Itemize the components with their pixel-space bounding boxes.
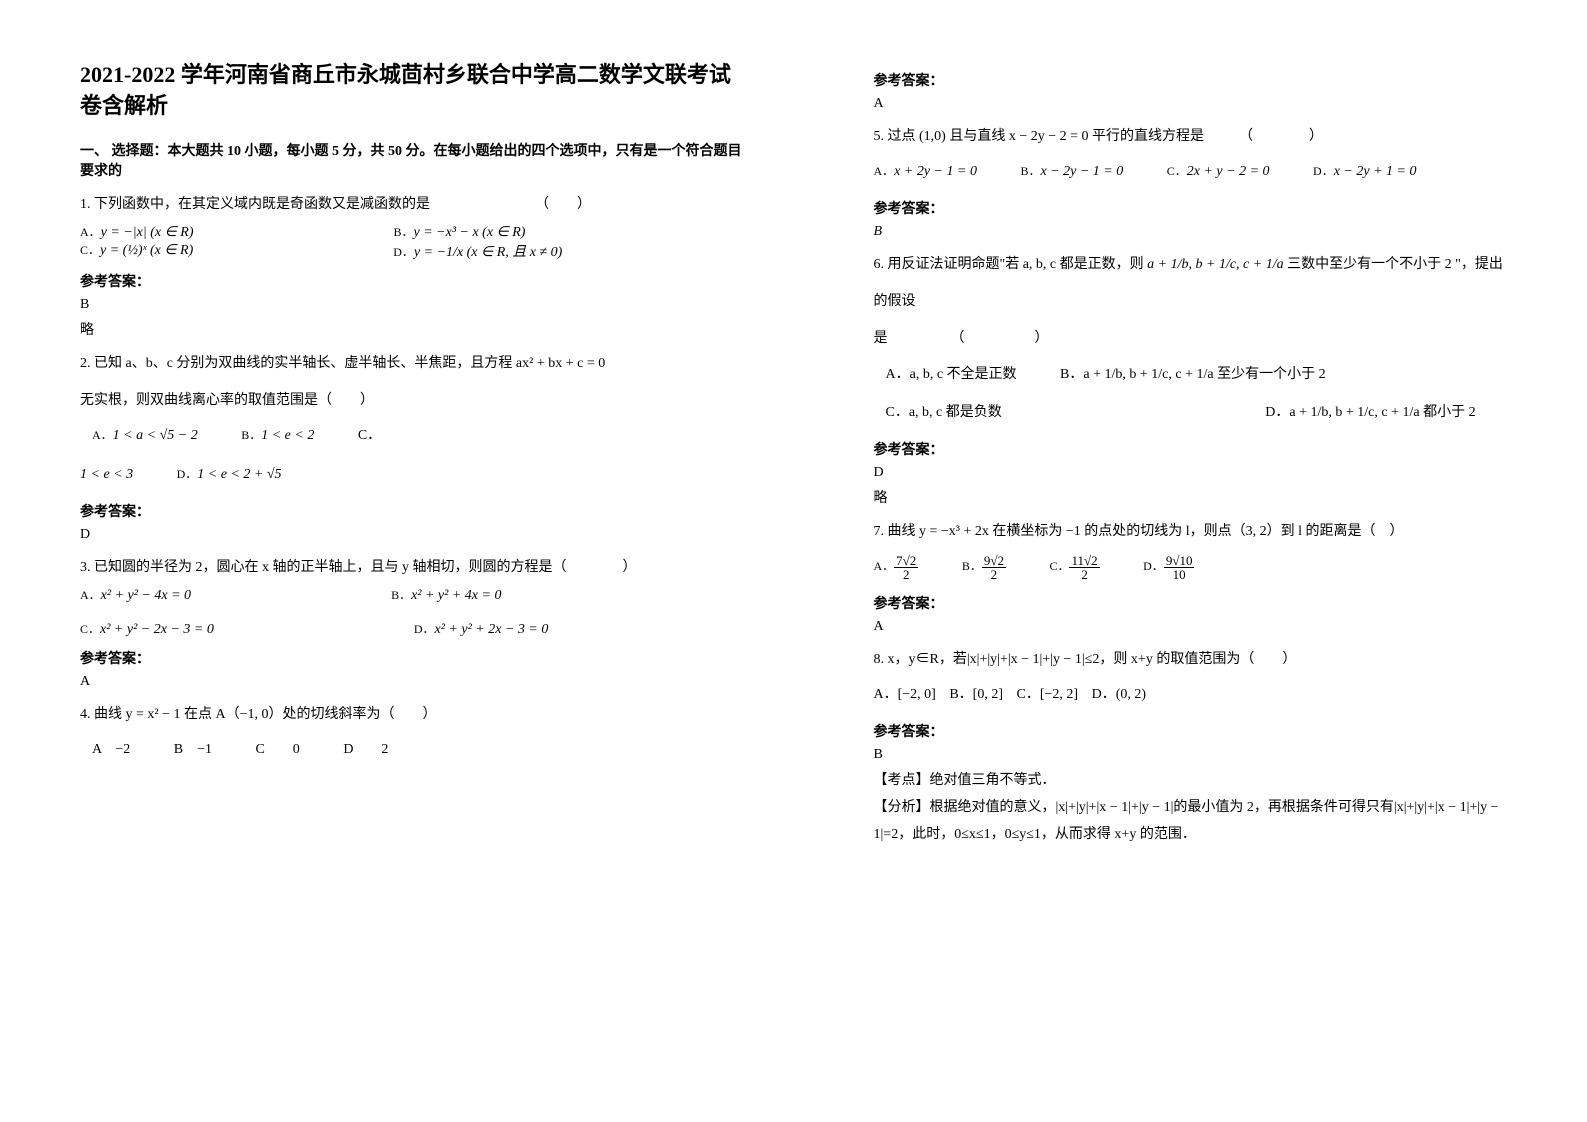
q6-pre: 6. 用反证法证明命题"若 a, b, c 都是正数，则 (874, 257, 1144, 272)
q3-ans-label: 参考答案： (80, 648, 744, 668)
q1-option-b: B．y = −x³ − x (x ∈ R) (393, 223, 525, 241)
q6-text3: 是 （ ） (874, 326, 1538, 351)
q3-d-val: x² + y² + 2x − 3 = 0 (435, 622, 549, 637)
q4-ans: A (874, 96, 1538, 112)
q6-ans: D (874, 465, 1538, 481)
q3-b-val: x² + y² + 4x = 0 (411, 588, 501, 603)
right-column: 参考答案： A 5. 过点 (1,0) 且与直线 x − 2y − 2 = 0 … (794, 0, 1587, 1122)
q8-ans-label: 参考答案： (874, 721, 1538, 741)
q2-b-val: 1 < e < 2 (261, 428, 314, 443)
q3-option-d: D．x² + y² + 2x − 3 = 0 (414, 620, 549, 638)
q3-text: 3. 已知圆的半径为 2，圆心在 x 轴的正半轴上，且与 y 轴相切，则圆的方程… (80, 555, 744, 580)
q7-options: A．7√22 B．9√22 C．11√22 D．9√1010 (874, 552, 1538, 583)
q1-option-c: C．y = (½)ˣ (x ∈ R) (80, 241, 193, 261)
q1-option-d: D．y = −1/x (x ∈ R, 且 x ≠ 0) (393, 241, 562, 261)
q2-text2: 无实根，则双曲线离心率的取值范围是（ ） (80, 388, 744, 413)
q2-ans-label: 参考答案： (80, 501, 744, 521)
q5-option-d: D．x − 2y + 1 = 0 (1313, 157, 1416, 188)
q6-option-d: D．a + 1/b, b + 1/c, c + 1/a 都小于 2 (1265, 398, 1475, 429)
q8-text: 8. x，y∈R，若|x|+|y|+|x − 1|+|y − 1|≤2，则 x+… (874, 647, 1538, 672)
q8-kd: 【考点】绝对值三角不等式． (874, 769, 1538, 789)
q1-text: 1. 下列函数中，在其定义域内既是奇函数又是减函数的是 （ ） (80, 192, 744, 217)
q7-text: 7. 曲线 y = −x³ + 2x 在横坐标为 −1 的点处的切线为 l，则点… (874, 519, 1538, 544)
q6-option-a: A．a, b, c 不全是正数 (886, 360, 1017, 391)
q8-fx: 【分析】根据绝对值的意义，|x|+|y|+|x − 1|+|y − 1|的最小值… (874, 795, 1538, 848)
q2-option-d: D．1 < e < 2 + √5 (177, 460, 282, 491)
q7-ans: A (874, 619, 1538, 635)
q2-options-2: 1 < e < 3 D．1 < e < 2 + √5 (80, 460, 744, 491)
q2-d-val: 1 < e < 2 + √5 (197, 467, 281, 482)
q4-option-b: B −1 (174, 735, 212, 766)
q7-ans-label: 参考答案： (874, 593, 1538, 613)
q2-text: 2. 已知 a、b、c 分别为双曲线的实半轴长、虚半轴长、半焦距，且方程 ax²… (80, 351, 744, 376)
q8-option-a: A．[−2, 0] (874, 680, 936, 711)
q6-ans-label: 参考答案： (874, 439, 1538, 459)
q3-a-val: x² + y² − 4x = 0 (101, 588, 191, 603)
q7-option-c: C．11√22 (1049, 552, 1099, 583)
q4-text: 4. 曲线 y = x² − 1 在点 A（−1, 0）处的切线斜率为（ ） (80, 702, 744, 727)
q2-option-b: B．1 < e < 2 (241, 421, 314, 452)
q6-text: 6. 用反证法证明命题"若 a, b, c 都是正数，则 a + 1/b, b … (874, 252, 1538, 277)
q2-ans: D (80, 527, 744, 543)
section-1-title: 一、 选择题：本大题共 10 小题，每小题 5 分，共 50 分。在每小题给出的… (80, 140, 744, 180)
q1-option-a: A．y = −|x| (x ∈ R) (80, 223, 193, 241)
q5-d-val: x − 2y + 1 = 0 (1334, 164, 1417, 179)
q6-mid: a + 1/b, b + 1/c, c + 1/a (1147, 257, 1283, 272)
q3-option-b: B．x² + y² + 4x = 0 (391, 586, 501, 604)
q3-options-row2: C．x² + y² − 2x − 3 = 0 D．x² + y² + 2x − … (80, 620, 744, 638)
q7-option-d: D．9√1010 (1143, 552, 1194, 583)
q1-d-val: y = −1/x (x ∈ R, 且 x ≠ 0) (414, 245, 562, 260)
q2-option-a: A．1 < a < √5 − 2 (92, 421, 198, 452)
q8-ans: B (874, 747, 1538, 763)
q6-extra: 略 (874, 487, 1538, 507)
q6-options-2: C．a, b, c 都是负数 D．a + 1/b, b + 1/c, c + 1… (874, 398, 1538, 429)
q8-option-b: B．[0, 2] (949, 680, 1003, 711)
q2-a-val: 1 < a < √5 − 2 (113, 428, 198, 443)
q1-b-val: y = −x³ − x (x ∈ R) (414, 225, 526, 240)
q5-option-b: B．x − 2y − 1 = 0 (1020, 157, 1123, 188)
q1-options-row2: C．y = (½)ˣ (x ∈ R) D．y = −1/x (x ∈ R, 且 … (80, 241, 744, 261)
q1-c-val: y = (½)ˣ (x ∈ R) (100, 243, 193, 258)
q7-option-a: A．7√22 (874, 552, 919, 583)
q4-option-c: C 0 (255, 735, 299, 766)
q6-post: 三数中至少有一个不小于 2 "，提出 (1287, 257, 1503, 272)
q3-ans: A (80, 674, 744, 690)
q6-options-1: A．a, b, c 不全是正数 B．a + 1/b, b + 1/c, c + … (874, 360, 1538, 391)
q4-ans-label: 参考答案： (874, 70, 1538, 90)
q5-ans-label: 参考答案： (874, 198, 1538, 218)
q5-ans: B (874, 224, 1538, 240)
q5-c-val: 2x + y − 2 = 0 (1187, 164, 1270, 179)
q2-options: A．1 < a < √5 − 2 B．1 < e < 2 C． (80, 421, 744, 452)
q4-options: A −2 B −1 C 0 D 2 (92, 735, 744, 766)
q1-a-val: y = −|x| (x ∈ R) (101, 225, 194, 240)
q8-option-c: C．[−2, 2] (1017, 680, 1079, 711)
q5-text: 5. 过点 (1,0) 且与直线 x − 2y − 2 = 0 平行的直线方程是… (874, 124, 1538, 149)
q3-options-row1: A．x² + y² − 4x = 0 B．x² + y² + 4x = 0 (80, 586, 744, 604)
q8-options: A．[−2, 0] B．[0, 2] C．[−2, 2] D．(0, 2) (874, 680, 1538, 711)
q8-option-d: D．(0, 2) (1092, 680, 1146, 711)
q3-c-val: x² + y² − 2x − 3 = 0 (100, 622, 214, 637)
q1-ans-label: 参考答案： (80, 271, 744, 291)
q4-option-d: D 2 (343, 735, 388, 766)
document-title: 2021-2022 学年河南省商丘市永城茴村乡联合中学高二数学文联考试卷含解析 (80, 60, 744, 122)
q2-option-c-label: C． (358, 421, 381, 452)
q1-ans: B (80, 297, 744, 313)
q5-option-c: C．2x + y − 2 = 0 (1167, 157, 1270, 188)
q6-text2: 的假设 (874, 289, 1538, 314)
q6-option-b: B．a + 1/b, b + 1/c, c + 1/a 至少有一个小于 2 (1060, 360, 1326, 391)
q6-option-c: C．a, b, c 都是负数 (886, 398, 1002, 429)
q5-a-val: x + 2y − 1 = 0 (894, 164, 977, 179)
q5-b-val: x − 2y − 1 = 0 (1040, 164, 1123, 179)
q5-options: A．x + 2y − 1 = 0 B．x − 2y − 1 = 0 C．2x +… (874, 157, 1538, 188)
q1-options-row1: A．y = −|x| (x ∈ R) B．y = −x³ − x (x ∈ R) (80, 223, 744, 241)
q5-option-a: A．x + 2y − 1 = 0 (874, 157, 977, 188)
q2-option-c: 1 < e < 3 (80, 460, 133, 491)
q7-option-b: B．9√22 (962, 552, 1006, 583)
q3-option-a: A．x² + y² − 4x = 0 (80, 586, 191, 604)
left-column: 2021-2022 学年河南省商丘市永城茴村乡联合中学高二数学文联考试卷含解析 … (0, 0, 794, 1122)
q4-option-a: A −2 (92, 735, 130, 766)
q3-option-c: C．x² + y² − 2x − 3 = 0 (80, 620, 214, 638)
q1-extra: 略 (80, 319, 744, 339)
